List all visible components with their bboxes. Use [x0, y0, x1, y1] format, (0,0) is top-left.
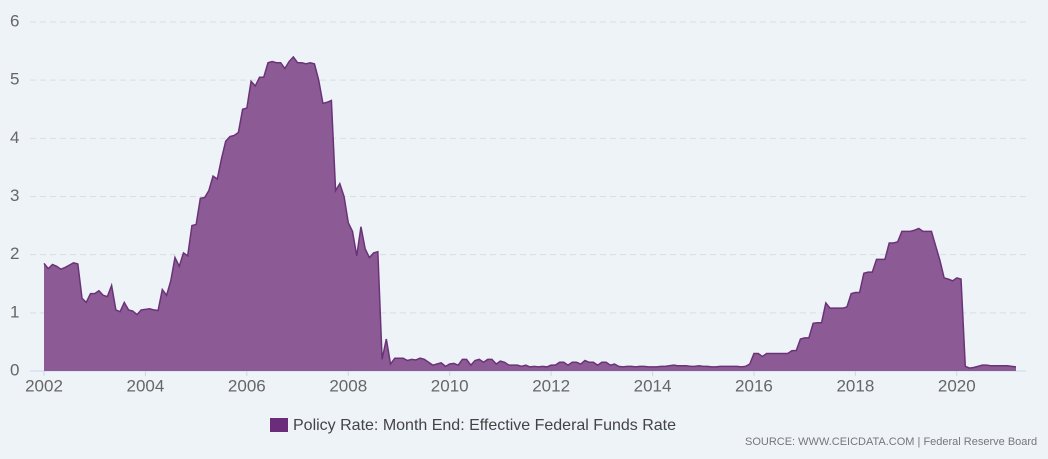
y-tick-label: 0 — [10, 360, 19, 379]
legend-swatch — [270, 418, 288, 432]
area — [44, 56, 1016, 372]
y-tick-label: 4 — [10, 128, 19, 147]
x-tick-label: 2004 — [127, 376, 165, 395]
x-tick-label: 2012 — [532, 376, 570, 395]
x-tick-label: 2008 — [329, 376, 367, 395]
x-tick-label: 2020 — [938, 376, 976, 395]
x-tick-label: 2002 — [25, 376, 63, 395]
x-tick-label: 2018 — [836, 376, 874, 395]
x-tick-label: 2016 — [735, 376, 773, 395]
x-tick-label: 2006 — [228, 376, 266, 395]
x-tick-label: 2014 — [634, 376, 672, 395]
y-tick-label: 6 — [10, 11, 19, 30]
y-tick-label: 5 — [10, 70, 19, 89]
source-note: SOURCE: WWW.CEICDATA.COM | Federal Reser… — [745, 436, 1037, 448]
y-tick-label: 2 — [10, 244, 19, 263]
y-tick-label: 3 — [10, 186, 19, 205]
area-line — [43, 55, 1017, 369]
y-tick-label: 1 — [10, 302, 19, 321]
legend-label: Policy Rate: Month End: Effective Federa… — [293, 417, 676, 434]
x-tick-label: 2010 — [431, 376, 469, 395]
